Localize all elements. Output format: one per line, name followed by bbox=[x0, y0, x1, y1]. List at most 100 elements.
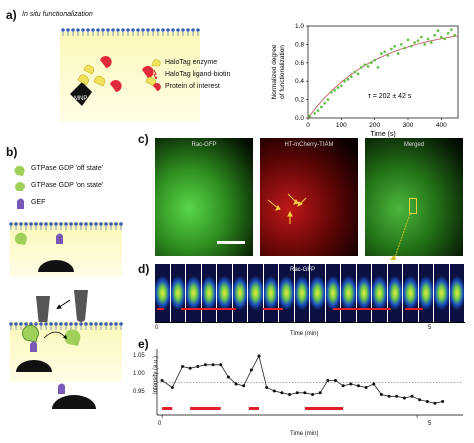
lipid-head bbox=[69, 322, 73, 326]
lipid-head bbox=[69, 222, 73, 226]
kymograph-frame bbox=[201, 264, 217, 322]
data-point bbox=[334, 379, 337, 382]
x-tick-label: 100 bbox=[336, 122, 347, 129]
data-point bbox=[366, 65, 370, 68]
event-bar bbox=[157, 308, 164, 310]
x-tick-label: 200 bbox=[369, 122, 380, 129]
data-point bbox=[423, 43, 426, 46]
legend-text: Protein of interest bbox=[165, 82, 220, 90]
halotag-enzyme-icon bbox=[93, 75, 106, 87]
x-tick-label: 300 bbox=[403, 122, 414, 129]
data-point bbox=[393, 44, 396, 48]
kymograph-frame bbox=[294, 264, 310, 322]
bead bbox=[16, 360, 52, 372]
lipid-head bbox=[79, 222, 83, 226]
lipid-head bbox=[166, 28, 170, 32]
lipid-head bbox=[104, 222, 108, 226]
y-tick-label: 0.8 bbox=[295, 41, 304, 48]
kymograph-frame bbox=[310, 264, 326, 322]
gtpase-off-icon bbox=[14, 232, 27, 245]
x-axis-label: Time (min) bbox=[290, 431, 319, 437]
data-point bbox=[383, 50, 386, 54]
lipid-head bbox=[126, 28, 130, 32]
magnet-icon bbox=[74, 290, 88, 322]
event-bar bbox=[181, 308, 236, 310]
data-point bbox=[249, 368, 253, 372]
data-point bbox=[376, 66, 380, 69]
data-point bbox=[353, 70, 356, 74]
kymograph-frame bbox=[186, 264, 202, 322]
legend-item: HaloTag ligand-biotin bbox=[150, 68, 260, 80]
roi-box bbox=[409, 198, 417, 214]
data-point bbox=[340, 84, 343, 88]
data-point bbox=[160, 379, 164, 382]
kymograph-frame bbox=[325, 264, 341, 322]
lipid-head bbox=[109, 222, 113, 226]
lipid-head bbox=[114, 222, 118, 226]
panel-c-label: c) bbox=[138, 132, 149, 146]
kymograph-frame bbox=[403, 264, 419, 322]
lipid-head bbox=[101, 28, 105, 32]
bead bbox=[38, 260, 74, 272]
data-point bbox=[303, 391, 307, 395]
lipid-head bbox=[64, 222, 68, 226]
lipid-head bbox=[99, 222, 103, 226]
data-point bbox=[453, 33, 456, 37]
data-point bbox=[308, 114, 311, 118]
data-point bbox=[234, 382, 238, 386]
lipid-head bbox=[66, 28, 70, 32]
x-axis-label: Time (min) bbox=[290, 331, 319, 337]
protein-of-interest-icon bbox=[110, 80, 122, 92]
data-point bbox=[403, 46, 406, 50]
tick-label: 5 bbox=[428, 325, 432, 331]
data-point bbox=[320, 105, 323, 109]
data-point bbox=[323, 101, 326, 105]
kymograph-frame bbox=[217, 264, 233, 322]
lipid-head bbox=[59, 322, 63, 326]
data-point bbox=[343, 79, 346, 83]
protein-of-interest-icon bbox=[100, 56, 112, 68]
gef-icon bbox=[58, 383, 65, 394]
gef-icon bbox=[30, 341, 37, 352]
x-axis-label: Time (s) bbox=[370, 131, 395, 138]
lipid-head bbox=[94, 222, 98, 226]
x-tick-label: 0 bbox=[306, 122, 310, 129]
zoom-arrow bbox=[390, 213, 411, 261]
lipid-head bbox=[29, 222, 33, 226]
gef-icon bbox=[17, 198, 24, 209]
data-point bbox=[181, 365, 184, 368]
data-point bbox=[333, 89, 336, 92]
y-tick-label: 0.95 bbox=[133, 389, 145, 395]
lipid-head bbox=[89, 222, 93, 226]
lipid-head bbox=[196, 28, 200, 32]
data-point bbox=[370, 61, 373, 65]
lipid-head bbox=[49, 322, 53, 326]
y-tick-label: 1.05 bbox=[133, 353, 145, 359]
lipid-head bbox=[151, 28, 155, 32]
lipid-head bbox=[141, 28, 145, 32]
lipid-head bbox=[44, 222, 48, 226]
legend-item: GTPase GDP 'off state' bbox=[14, 160, 134, 177]
data-point bbox=[280, 391, 284, 395]
data-point bbox=[450, 28, 453, 31]
membrane bbox=[9, 322, 123, 330]
lipid-head bbox=[119, 222, 123, 226]
lipid-head bbox=[24, 222, 28, 226]
legend-item: GEF bbox=[14, 194, 134, 211]
bead-label: MNP bbox=[74, 96, 87, 102]
kymograph-frame bbox=[170, 264, 186, 322]
data-point bbox=[390, 47, 393, 51]
data-point bbox=[443, 37, 446, 41]
data-point bbox=[341, 384, 345, 388]
lipid-head bbox=[131, 28, 135, 32]
protein-of-interest-icon bbox=[142, 66, 154, 78]
lipid-head bbox=[76, 28, 80, 32]
functionalization-chart: 0 100 200 300 400 0.0 0.2 0.4 0.6 0.8 1.0 Time (s) N… bbox=[271, 23, 459, 138]
lipid-head bbox=[29, 322, 33, 326]
kymograph-frame bbox=[232, 264, 248, 322]
lipid-head bbox=[176, 28, 180, 32]
panel-b-legend: GTPase GDP 'off state' GTPase GDP 'on st… bbox=[14, 160, 134, 211]
lipid-head bbox=[106, 28, 110, 32]
lipid-head bbox=[59, 222, 63, 226]
lipid-head bbox=[86, 28, 90, 32]
